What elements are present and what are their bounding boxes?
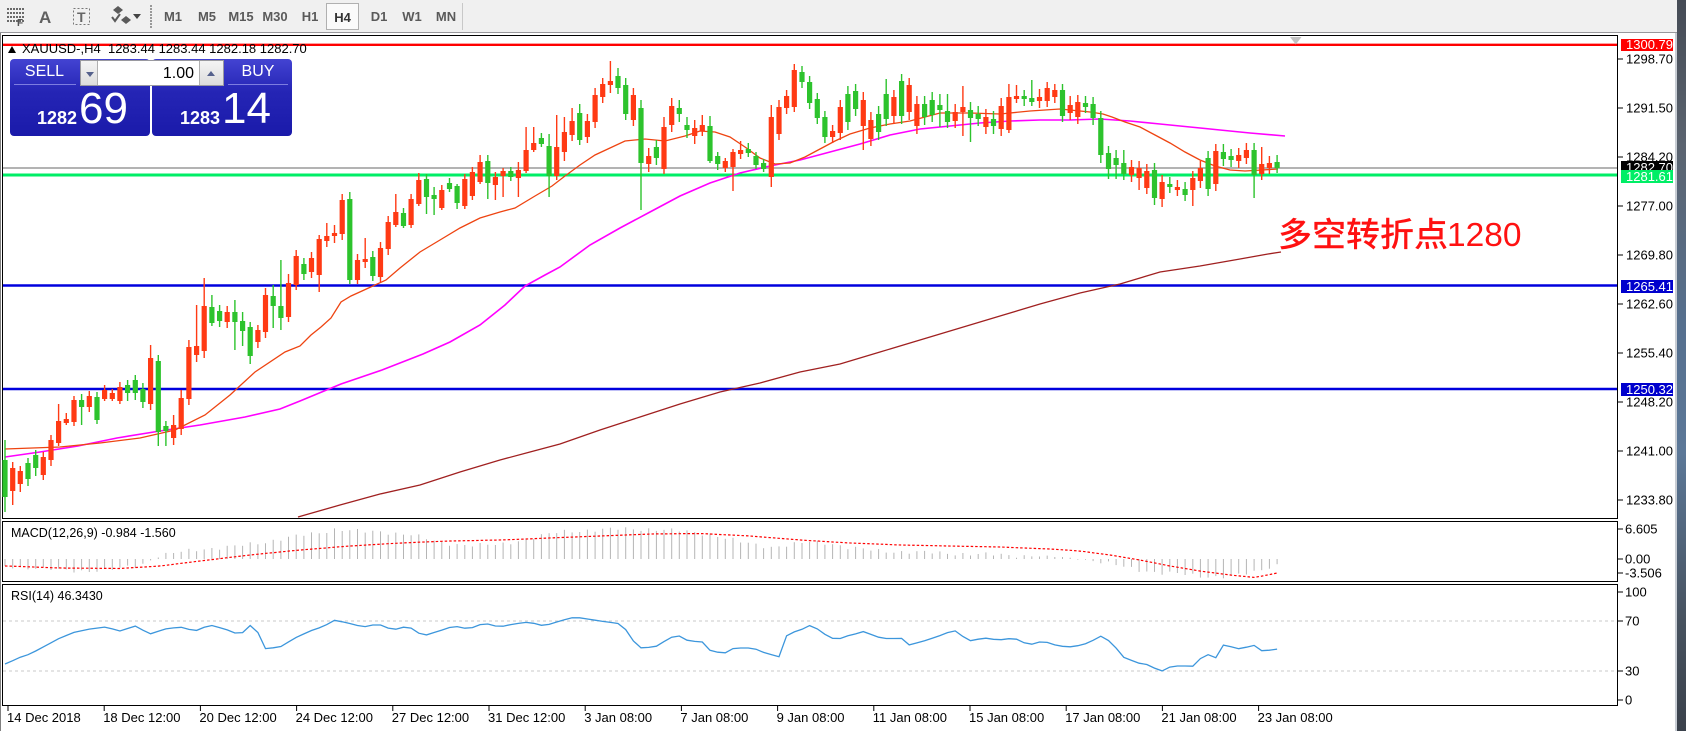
- svg-text:1298.70: 1298.70: [1626, 52, 1673, 67]
- svg-text:T: T: [77, 9, 86, 25]
- svg-text:20 Dec 12:00: 20 Dec 12:00: [199, 710, 276, 725]
- svg-text:17 Jan 08:00: 17 Jan 08:00: [1065, 710, 1140, 725]
- svg-text:11 Jan 08:00: 11 Jan 08:00: [873, 710, 947, 725]
- svg-text:24 Dec 12:00: 24 Dec 12:00: [296, 710, 373, 725]
- svg-text:70: 70: [1625, 614, 1639, 629]
- svg-text:9 Jan 08:00: 9 Jan 08:00: [777, 710, 845, 725]
- svg-text:F: F: [17, 18, 23, 29]
- svg-text:1255.40: 1255.40: [1626, 346, 1673, 361]
- svg-text:0.00: 0.00: [1625, 552, 1650, 567]
- svg-text:30: 30: [1625, 664, 1639, 679]
- svg-text:15 Jan 08:00: 15 Jan 08:00: [969, 710, 1044, 725]
- svg-text:1262.60: 1262.60: [1626, 297, 1673, 312]
- svg-text:A: A: [39, 8, 51, 27]
- svg-text:21 Jan 08:00: 21 Jan 08:00: [1161, 710, 1236, 725]
- svg-text:6.605: 6.605: [1625, 522, 1658, 537]
- svg-text:14 Dec 2018: 14 Dec 2018: [7, 710, 81, 725]
- svg-text:1248.20: 1248.20: [1626, 395, 1673, 410]
- svg-text:31 Dec 12:00: 31 Dec 12:00: [488, 710, 565, 725]
- svg-text:1241.00: 1241.00: [1626, 444, 1673, 459]
- svg-text:-3.506: -3.506: [1625, 566, 1662, 581]
- svg-text:7 Jan 08:00: 7 Jan 08:00: [680, 710, 748, 725]
- svg-text:100: 100: [1625, 585, 1647, 600]
- svg-text:1280: 1280: [1447, 217, 1522, 254]
- svg-text:23 Jan 08:00: 23 Jan 08:00: [1258, 710, 1333, 725]
- svg-text:18 Dec 12:00: 18 Dec 12:00: [103, 710, 180, 725]
- svg-text:1291.50: 1291.50: [1626, 101, 1673, 116]
- svg-text:1233.80: 1233.80: [1626, 493, 1673, 508]
- svg-text:27 Dec 12:00: 27 Dec 12:00: [392, 710, 469, 725]
- svg-text:1284.20: 1284.20: [1626, 150, 1673, 165]
- svg-text:1269.80: 1269.80: [1626, 248, 1673, 263]
- svg-text:1277.00: 1277.00: [1626, 199, 1673, 214]
- svg-text:0: 0: [1625, 693, 1632, 708]
- svg-text:3 Jan 08:00: 3 Jan 08:00: [584, 710, 652, 725]
